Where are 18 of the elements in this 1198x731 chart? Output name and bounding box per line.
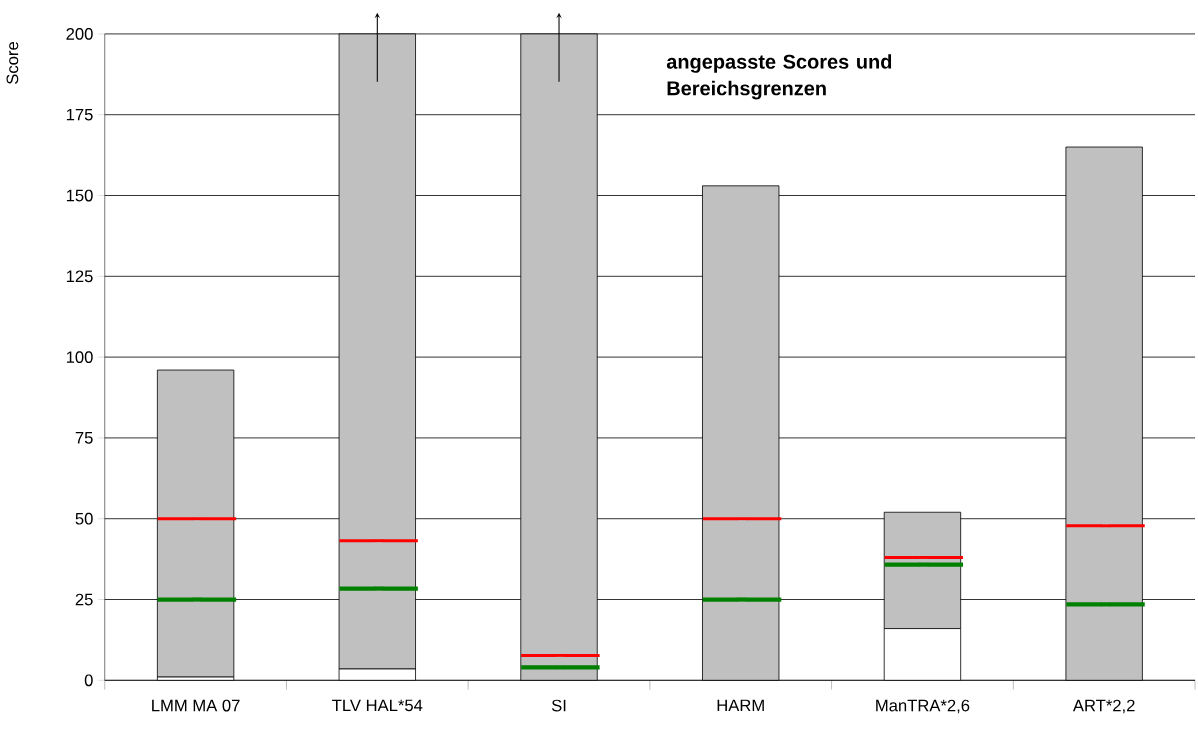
y-tick-label: 0 <box>84 674 93 687</box>
y-tick-label: 150 <box>66 189 93 202</box>
bar <box>156 369 235 678</box>
y-tick-label: 100 <box>66 351 93 363</box>
text: angepasste Scores und Bereichsgrenzen <box>666 54 892 100</box>
x-tick-label: SI <box>551 699 566 712</box>
y-axis-title: Score <box>6 41 19 84</box>
x-tick-label: ManTRA*2,6 <box>876 699 970 714</box>
y-tick-label: 200 <box>66 27 93 40</box>
y-tick-label: 25 <box>75 593 93 606</box>
y-tick-label: 175 <box>66 108 93 121</box>
x-tick-label: ART*2,2 <box>1072 699 1135 714</box>
x-tick-label: HARM <box>717 699 764 711</box>
x-tick-label: LMM MA 07 <box>152 699 240 712</box>
y-tick-label: 125 <box>66 270 93 283</box>
x-tick-label: TLV HAL*54 <box>332 699 423 712</box>
y-tick-label: 75 <box>75 432 93 444</box>
y-tick-label: 50 <box>75 512 93 525</box>
